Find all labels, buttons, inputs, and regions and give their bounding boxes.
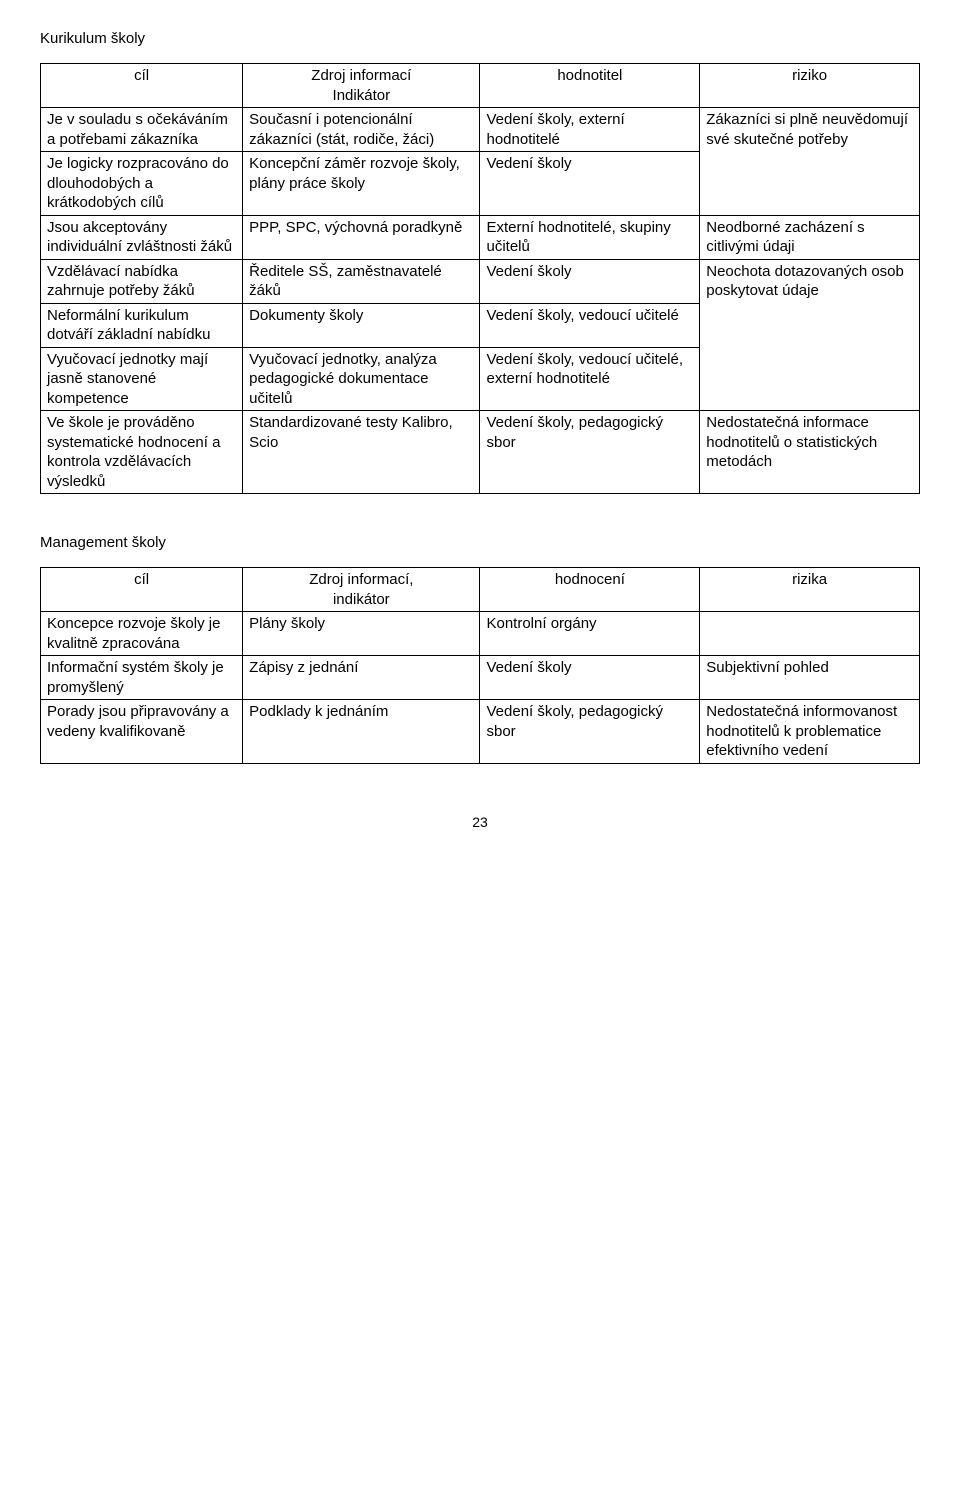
col-header: Zdroj informací Indikátor: [243, 64, 480, 108]
cell: Subjektivní pohled: [700, 656, 920, 700]
cell: Neformální kurikulum dotváří základní na…: [41, 303, 243, 347]
table-management: cíl Zdroj informací, indikátor hodnocení…: [40, 567, 920, 764]
table-header-row: cíl Zdroj informací Indikátor hodnotitel…: [41, 64, 920, 108]
page-number: 23: [40, 814, 920, 830]
cell: Neodborné zacházení s citlivými údaji: [700, 215, 920, 259]
cell: Zákazníci si plně neuvědomují své skuteč…: [700, 108, 920, 216]
cell: Standardizované testy Kalibro, Scio: [243, 411, 480, 494]
cell: Zápisy z jednání: [243, 656, 480, 700]
cell: Nedostatečná informace hodnotitelů o sta…: [700, 411, 920, 494]
col-header: Zdroj informací, indikátor: [243, 568, 480, 612]
cell: Vedení školy, pedagogický sbor: [480, 700, 700, 764]
cell: Vedení školy: [480, 152, 700, 216]
col-header: cíl: [41, 64, 243, 108]
section2-title: Management školy: [40, 534, 920, 551]
cell: Podklady k jednáním: [243, 700, 480, 764]
cell: Vyučovací jednotky, analýza pedagogické …: [243, 347, 480, 411]
cell: PPP, SPC, výchovná poradkyně: [243, 215, 480, 259]
cell: Vedení školy, pedagogický sbor: [480, 411, 700, 494]
cell: Nedostatečná informovanost hodnotitelů k…: [700, 700, 920, 764]
cell: Ve škole je prováděno systematické hodno…: [41, 411, 243, 494]
table-header-row: cíl Zdroj informací, indikátor hodnocení…: [41, 568, 920, 612]
col-header: hodnotitel: [480, 64, 700, 108]
cell: Vedení školy: [480, 259, 700, 303]
cell: Je v souladu s očekáváním a potřebami zá…: [41, 108, 243, 152]
table-row: Koncepce rozvoje školy je kvalitně zprac…: [41, 612, 920, 656]
cell: Koncepční záměr rozvoje školy, plány prá…: [243, 152, 480, 216]
table-kurikulum: cíl Zdroj informací Indikátor hodnotitel…: [40, 63, 920, 494]
cell: Neochota dotazovaných osob poskytovat úd…: [700, 259, 920, 411]
cell: Jsou akceptovány individuální zvláštnost…: [41, 215, 243, 259]
cell: Plány školy: [243, 612, 480, 656]
cell: Vyučovací jednotky mají jasně stanovené …: [41, 347, 243, 411]
cell: Informační systém školy je promyšlený: [41, 656, 243, 700]
cell: Dokumenty školy: [243, 303, 480, 347]
section1-title: Kurikulum školy: [40, 30, 920, 47]
col-header: cíl: [41, 568, 243, 612]
table-row: Je v souladu s očekáváním a potřebami zá…: [41, 108, 920, 152]
cell: Vedení školy, vedoucí učitelé: [480, 303, 700, 347]
cell: Současní i potencionální zákazníci (stát…: [243, 108, 480, 152]
cell: Kontrolní orgány: [480, 612, 700, 656]
cell: Vedení školy, vedoucí učitelé, externí h…: [480, 347, 700, 411]
table-row: Vzdělávací nabídka zahrnuje potřeby žáků…: [41, 259, 920, 303]
cell: Externí hodnotitelé, skupiny učitelů: [480, 215, 700, 259]
col-header: riziko: [700, 64, 920, 108]
cell: Ředitele SŠ, zaměstnavatelé žáků: [243, 259, 480, 303]
table-row: Informační systém školy je promyšlenýZáp…: [41, 656, 920, 700]
table-row: Ve škole je prováděno systematické hodno…: [41, 411, 920, 494]
cell: Porady jsou připravovány a vedeny kvalif…: [41, 700, 243, 764]
table-row: Jsou akceptovány individuální zvláštnost…: [41, 215, 920, 259]
cell: Koncepce rozvoje školy je kvalitně zprac…: [41, 612, 243, 656]
table-row: Porady jsou připravovány a vedeny kvalif…: [41, 700, 920, 764]
col-header: hodnocení: [480, 568, 700, 612]
cell: [700, 612, 920, 656]
cell: Vedení školy, externí hodnotitelé: [480, 108, 700, 152]
cell: Vedení školy: [480, 656, 700, 700]
cell: Je logicky rozpracováno do dlouhodobých …: [41, 152, 243, 216]
cell: Vzdělávací nabídka zahrnuje potřeby žáků: [41, 259, 243, 303]
col-header: rizika: [700, 568, 920, 612]
